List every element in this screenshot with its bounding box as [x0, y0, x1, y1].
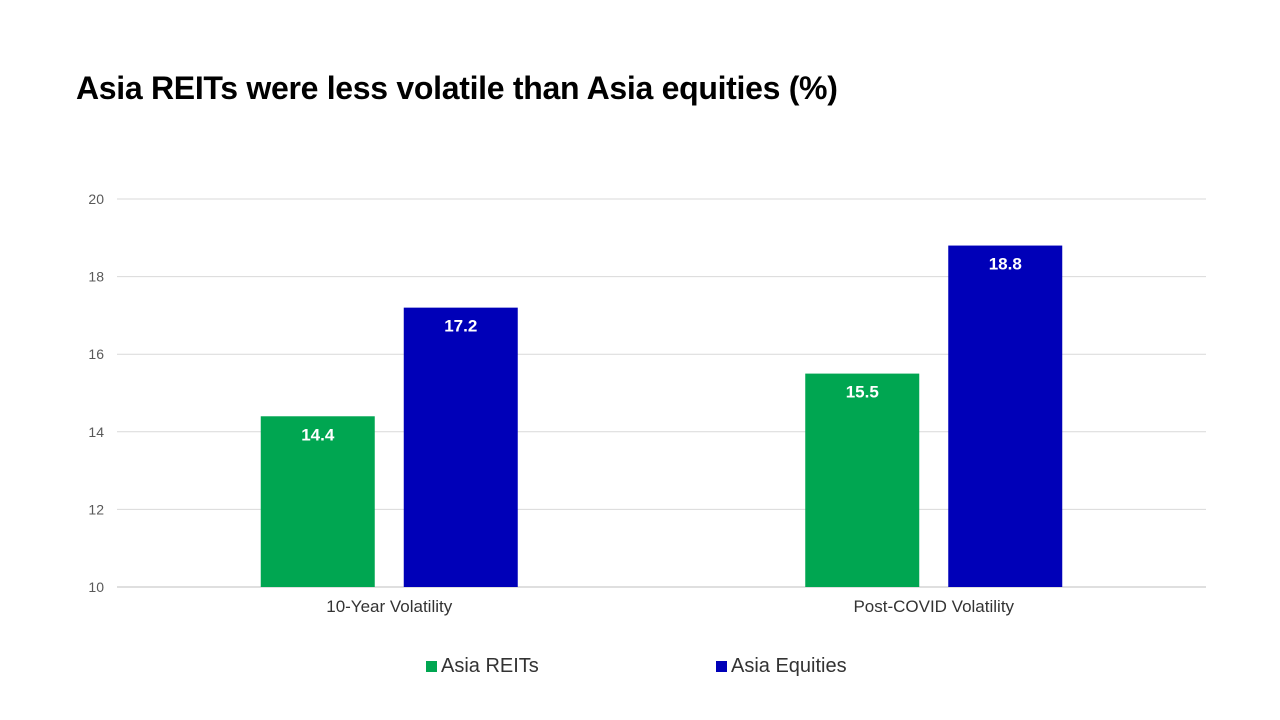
legend-label: Asia REITs — [441, 655, 539, 677]
y-tick-label: 16 — [88, 346, 104, 362]
bar — [948, 245, 1063, 587]
chart-title: Asia REITs were less volatile than Asia … — [76, 70, 838, 106]
legend-item-asia-reits: Asia REITs — [426, 655, 539, 678]
bar — [260, 416, 375, 587]
bar — [805, 373, 920, 587]
data-label: 18.8 — [989, 255, 1022, 274]
legend-label: Asia Equities — [731, 655, 847, 677]
y-tick-label: 12 — [88, 501, 104, 517]
y-tick-label: 10 — [88, 579, 104, 595]
x-axis: 10-Year Volatility Post-COVID Volatility — [326, 597, 1014, 616]
legend-swatch — [716, 661, 727, 672]
x-category-label: Post-COVID Volatility — [853, 597, 1014, 616]
x-category-label: 10-Year Volatility — [326, 597, 453, 616]
bar — [403, 307, 518, 587]
data-label: 14.4 — [301, 425, 335, 444]
legend-swatch — [426, 661, 437, 672]
legend-item-asia-equities: Asia Equities — [716, 655, 847, 678]
bars — [260, 245, 1063, 587]
data-label: 17.2 — [444, 317, 477, 336]
data-label: 15.5 — [846, 383, 879, 402]
data-labels: 14.4 17.2 15.5 18.8 — [301, 255, 1022, 445]
y-tick-label: 20 — [88, 191, 104, 207]
y-axis: 10 12 14 16 18 20 — [88, 191, 104, 595]
y-tick-label: 18 — [88, 269, 104, 285]
y-tick-label: 14 — [88, 424, 104, 440]
